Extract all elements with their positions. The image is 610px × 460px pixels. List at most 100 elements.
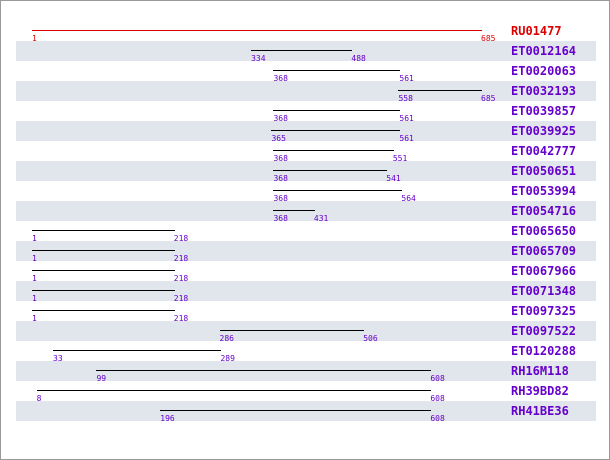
alignment-row: 368 561 ET0020063 [16, 61, 596, 83]
alignment-row: 1 218 ET0097325 [16, 301, 596, 323]
start-position: 33 [53, 354, 63, 363]
alignment-span-bar [32, 310, 175, 311]
start-position: 1 [32, 34, 37, 43]
start-position: 368 [273, 114, 288, 123]
end-position: 608 [430, 394, 445, 403]
start-position: 196 [160, 414, 175, 423]
alignment-span-bar [32, 250, 175, 251]
alignment-row: 1 218 ET0071348 [16, 281, 596, 303]
alignment-name-link[interactable]: RH16M118 [511, 364, 569, 378]
alignment-name-link[interactable]: ET0053994 [511, 184, 577, 198]
end-position: 551 [392, 154, 408, 163]
start-position: 1 [32, 274, 37, 283]
alignment-span-bar [32, 290, 175, 291]
alignment-name-link[interactable]: ET0065709 [511, 244, 577, 258]
alignment-row: 196 608 RH41BE36 [16, 401, 596, 423]
alignment-span-bar [219, 330, 365, 331]
reference-row: 1 685 RU01477 [16, 21, 596, 43]
alignment-name-link[interactable]: ET0054716 [511, 204, 577, 218]
start-position: 1 [32, 254, 37, 263]
alignment-name-link[interactable]: RH41BE36 [511, 404, 569, 418]
alignment-span-bar [273, 150, 394, 151]
end-position: 608 [430, 374, 445, 383]
alignment-name-link[interactable]: ET0039925 [511, 124, 577, 138]
end-position: 289 [220, 354, 235, 363]
start-position: 368 [273, 154, 288, 163]
alignment-span-bar [273, 170, 388, 171]
reference-name-link[interactable]: RU01477 [511, 24, 562, 38]
end-position: 218 [173, 274, 189, 283]
end-position: 561 [399, 74, 414, 83]
alignment-span-bar [32, 270, 175, 271]
start-position: 558 [398, 94, 413, 103]
alignment-name-link[interactable]: ET0042777 [511, 144, 577, 158]
alignment-span-bar [32, 230, 175, 231]
alignment-name-link[interactable]: ET0067966 [511, 264, 577, 278]
end-position: 218 [173, 254, 189, 263]
alignment-row: 1 218 ET0065709 [16, 241, 596, 263]
alignment-span-bar [36, 390, 432, 391]
alignment-name-link[interactable]: ET0012164 [511, 44, 577, 58]
start-position: 99 [96, 374, 107, 383]
alignment-name-link[interactable]: ET0097522 [511, 324, 577, 338]
start-position: 365 [271, 134, 286, 143]
start-position: 368 [273, 74, 288, 83]
end-position: 608 [430, 414, 445, 423]
reference-span-bar [32, 30, 482, 31]
alignment-span-bar [273, 110, 401, 111]
alignment-span-bar [251, 50, 353, 51]
end-position: 561 [399, 134, 414, 143]
alignment-row: 33 289 ET0120288 [16, 341, 596, 363]
alignment-name-link[interactable]: RH39BD82 [511, 384, 569, 398]
alignment-row: 368 551 ET0042777 [16, 141, 596, 163]
alignment-row: 365 561 ET0039925 [16, 121, 596, 143]
end-position: 506 [363, 334, 378, 343]
start-position: 8 [36, 394, 42, 403]
alignment-row: 286 506 ET0097522 [16, 321, 596, 343]
start-position: 1 [32, 314, 37, 323]
alignment-row: 1 218 ET0067966 [16, 261, 596, 283]
end-position: 561 [399, 114, 414, 123]
alignment-name-link[interactable]: ET0050651 [511, 164, 577, 178]
end-position: 218 [173, 314, 189, 323]
start-position: 368 [273, 174, 288, 183]
alignment-span-bar [273, 70, 401, 71]
alignment-span-bar [160, 410, 432, 411]
alignment-name-link[interactable]: ET0020063 [511, 64, 577, 78]
alignment-span-bar [273, 210, 315, 211]
alignment-name-link[interactable]: ET0071348 [511, 284, 577, 298]
end-position: 431 [313, 214, 329, 223]
alignment-name-link[interactable]: ET0039857 [511, 104, 577, 118]
start-position: 368 [273, 194, 288, 203]
alignment-name-link[interactable]: ET0120288 [511, 344, 577, 358]
end-position: 564 [401, 194, 416, 203]
start-position: 334 [251, 54, 266, 63]
alignment-span-bar [273, 190, 403, 191]
alignment-name-link[interactable]: ET0065650 [511, 224, 577, 238]
alignment-row: 368 541 ET0050651 [16, 161, 596, 183]
alignment-name-link[interactable]: ET0097325 [511, 304, 577, 318]
end-position: 685 [481, 34, 496, 43]
alignment-row: 368 431 ET0054716 [16, 201, 596, 223]
alignment-row: 1 218 ET0065650 [16, 221, 596, 243]
end-position: 218 [173, 294, 189, 303]
start-position: 286 [219, 334, 234, 343]
alignment-span-bar [96, 370, 432, 371]
start-position: 1 [32, 294, 37, 303]
end-position: 488 [351, 54, 366, 63]
alignment-row: 8 608 RH39BD82 [16, 381, 596, 403]
alignment-span-bar [53, 350, 222, 351]
alignment-span-bar [271, 130, 401, 131]
alignment-row: 558 685 ET0032193 [16, 81, 596, 103]
alignment-row: 368 561 ET0039857 [16, 101, 596, 123]
alignment-span-bar [398, 90, 482, 91]
start-position: 368 [273, 214, 288, 223]
alignment-row: 99 608 RH16M118 [16, 361, 596, 383]
alignment-row: 334 488 ET0012164 [16, 41, 596, 63]
end-position: 541 [386, 174, 401, 183]
start-position: 1 [32, 234, 37, 243]
end-position: 685 [481, 94, 496, 103]
alignment-row: 368 564 ET0053994 [16, 181, 596, 203]
alignment-name-link[interactable]: ET0032193 [511, 84, 577, 98]
